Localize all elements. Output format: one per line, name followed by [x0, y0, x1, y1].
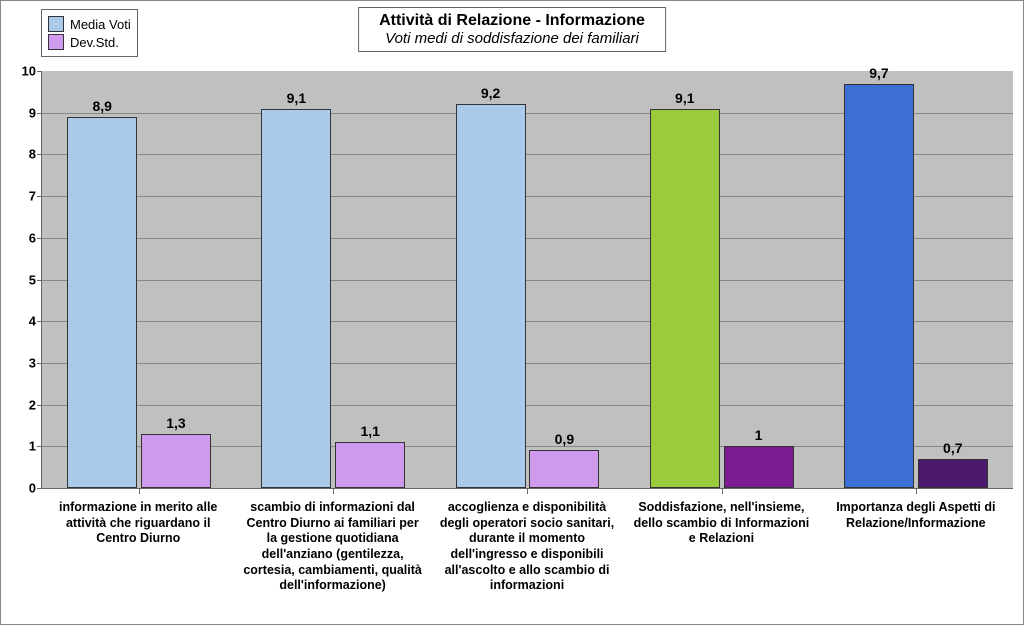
x-axis-label: scambio di informazioni dal Centro Diurn…	[235, 494, 429, 624]
bar-value-label: 9,1	[287, 90, 306, 110]
bar-value-label: 0,9	[555, 431, 574, 451]
bar-value-label: 1	[755, 427, 763, 447]
bar: 0,9	[529, 450, 599, 488]
chart-subtitle: Voti medi di soddisfazione dei familiari	[379, 30, 645, 47]
ytick-label: 2	[29, 397, 42, 412]
category-group: 9,20,9	[430, 71, 624, 488]
ytick-label: 4	[29, 314, 42, 329]
bar-value-label: 1,1	[360, 423, 379, 443]
category-group: 9,70,7	[819, 71, 1013, 488]
bar-value-label: 0,7	[943, 440, 962, 460]
legend: Media Voti Dev.Std.	[41, 9, 138, 57]
category-group: 8,91,3	[42, 71, 236, 488]
bar-value-label: 9,1	[675, 90, 694, 110]
legend-item: Media Voti	[48, 16, 131, 32]
x-axis-label: Importanza degli Aspetti di Relazione/In…	[819, 494, 1013, 624]
legend-label: Media Voti	[70, 17, 131, 32]
bar: 0,7	[918, 459, 988, 488]
category-group: 9,11	[625, 71, 819, 488]
ytick-label: 7	[29, 189, 42, 204]
bar: 9,7	[844, 84, 914, 488]
chart-title-box: Attività di Relazione - Informazione Vot…	[358, 7, 666, 52]
bar-value-label: 1,3	[166, 415, 185, 435]
chart-title: Attività di Relazione - Informazione	[379, 12, 645, 30]
bar: 1	[724, 446, 794, 488]
bar: 8,9	[67, 117, 137, 488]
bar-value-label: 9,2	[481, 85, 500, 105]
chart-container: Media Voti Dev.Std. Attività di Relazione…	[0, 0, 1024, 625]
x-axis-labels: informazione in merito alle attività che…	[41, 494, 1013, 624]
legend-item: Dev.Std.	[48, 34, 131, 50]
legend-label: Dev.Std.	[70, 35, 119, 50]
bar: 1,1	[335, 442, 405, 488]
bar-value-label: 8,9	[92, 98, 111, 118]
legend-swatch	[48, 16, 64, 32]
plot-area: 0123456789108,91,39,11,19,20,99,119,70,7	[41, 71, 1013, 489]
x-axis-label: informazione in merito alle attività che…	[41, 494, 235, 624]
bar: 1,3	[141, 434, 211, 488]
ytick-label: 6	[29, 230, 42, 245]
ytick-label: 1	[29, 439, 42, 454]
x-axis-label: accoglienza e disponibilità degli operat…	[430, 494, 624, 624]
ytick-label: 5	[29, 272, 42, 287]
bar-value-label: 9,7	[869, 65, 888, 85]
legend-swatch	[48, 34, 64, 50]
category-group: 9,11,1	[236, 71, 430, 488]
ytick-label: 10	[22, 64, 42, 79]
ytick-label: 8	[29, 147, 42, 162]
bar: 9,1	[261, 109, 331, 488]
bar: 9,2	[456, 104, 526, 488]
bar: 9,1	[650, 109, 720, 488]
ytick-label: 9	[29, 105, 42, 120]
ytick-label: 3	[29, 355, 42, 370]
x-axis-label: Soddisfazione, nell'insieme, dello scamb…	[624, 494, 818, 624]
ytick-label: 0	[29, 481, 42, 496]
